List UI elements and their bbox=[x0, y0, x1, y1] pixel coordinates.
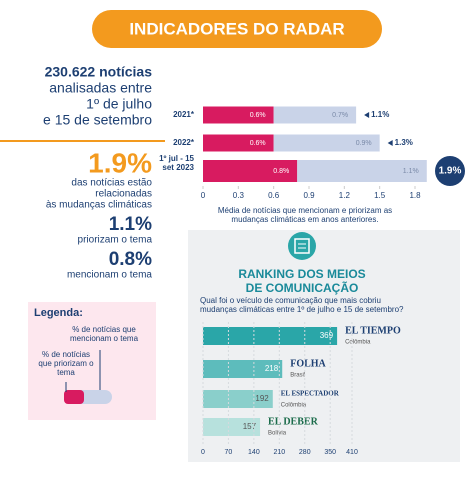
summary-line: 1º de julho bbox=[86, 96, 152, 112]
data-label: 0.9% bbox=[356, 140, 372, 147]
x-tick-label: 0 bbox=[201, 449, 205, 456]
y-tick-label: 2021* bbox=[173, 110, 194, 119]
x-tick-label: 1.2 bbox=[339, 191, 351, 200]
outlet-logo: EL ESPECTADOR bbox=[281, 390, 340, 398]
total-marker bbox=[387, 140, 393, 146]
bar bbox=[203, 327, 338, 345]
legend-label: % de notícias que priorizam o tema bbox=[38, 350, 94, 378]
summary-line: e 15 de setembro bbox=[43, 112, 152, 128]
country-label: Colômbia bbox=[345, 340, 371, 346]
summary-line: analisadas entre bbox=[49, 80, 152, 96]
bar-segment bbox=[273, 134, 380, 152]
x-tick-label: 70 bbox=[225, 449, 233, 456]
stat-text: às mudanças climáticas bbox=[46, 200, 152, 211]
bar bbox=[203, 360, 283, 378]
bar bbox=[203, 418, 261, 436]
y-tick-label: 1º jul - 15 set 2023 bbox=[159, 154, 194, 173]
stat-text: priorizam o tema bbox=[78, 235, 153, 246]
x-tick-label: 350 bbox=[324, 449, 336, 456]
legend-swatch bbox=[64, 390, 84, 404]
country-label: Bolívia bbox=[268, 431, 287, 437]
icon-bg bbox=[288, 232, 316, 260]
stat-value: 0.8% bbox=[109, 249, 152, 270]
x-tick-label: 0.9 bbox=[303, 191, 315, 200]
bar-segment bbox=[297, 160, 427, 182]
outlet-logo: FOLHA bbox=[290, 358, 326, 369]
data-label: 218 bbox=[265, 364, 279, 373]
data-label: 369 bbox=[320, 331, 334, 340]
total-label: 1.1% bbox=[371, 110, 389, 119]
total-marker bbox=[435, 156, 465, 186]
data-label: 0.6% bbox=[250, 112, 266, 119]
data-label: 1.1% bbox=[403, 168, 419, 175]
stat-text: mencionam o tema bbox=[67, 270, 152, 281]
total-marker bbox=[364, 112, 370, 118]
outlet-logo: EL DEBER bbox=[268, 416, 319, 427]
stat-value: 1.9% bbox=[88, 147, 152, 178]
data-label: 0.6% bbox=[250, 140, 266, 147]
legend-label: % de notícias que mencionam o tema bbox=[69, 325, 139, 344]
question: Qual foi o veículo de comunicação que ma… bbox=[200, 296, 404, 315]
bar-segment bbox=[203, 106, 274, 124]
icon bbox=[294, 238, 310, 254]
x-tick-label: 210 bbox=[273, 449, 285, 456]
total-label: 1.9% bbox=[439, 166, 462, 177]
x-tick-label: 140 bbox=[248, 449, 260, 456]
summary-line: 230.622 notícias bbox=[45, 64, 153, 80]
x-tick-label: 410 bbox=[346, 449, 358, 456]
stat-text: das notícias estão bbox=[71, 178, 152, 189]
caption: Média de notícias que mencionam e priori… bbox=[217, 206, 393, 225]
stat-text: relacionadas bbox=[95, 189, 152, 200]
bar bbox=[203, 390, 273, 408]
x-tick-label: 1.8 bbox=[409, 191, 421, 200]
x-tick-label: 1.5 bbox=[374, 191, 386, 200]
data-label: 0.7% bbox=[332, 112, 348, 119]
outlet-logo: EL TIEMPO bbox=[345, 325, 401, 336]
page-title: INDICADORES DO RADAR bbox=[129, 19, 344, 38]
bar-segment bbox=[273, 106, 357, 124]
bar-segment bbox=[203, 134, 274, 152]
x-tick-label: 280 bbox=[299, 449, 311, 456]
stat-value: 1.1% bbox=[109, 214, 152, 235]
country-label: Brasil bbox=[290, 373, 305, 379]
total-label: 1.3% bbox=[395, 138, 413, 147]
country-label: Colômbia bbox=[281, 403, 307, 409]
y-tick-label: 2022* bbox=[173, 138, 194, 147]
x-tick-label: 0 bbox=[201, 191, 206, 200]
x-tick-label: 0.6 bbox=[268, 191, 280, 200]
data-label: 192 bbox=[255, 394, 269, 403]
title-pill bbox=[92, 10, 382, 48]
chart-title: RANKING DOS MEIOS DE COMUNICAÇÃO bbox=[238, 267, 366, 295]
legend-title: Legenda: bbox=[34, 307, 83, 319]
x-tick-label: 0.3 bbox=[233, 191, 245, 200]
bar-segment bbox=[203, 160, 298, 182]
data-label: 0.8% bbox=[273, 168, 289, 175]
data-label: 157 bbox=[243, 422, 257, 431]
